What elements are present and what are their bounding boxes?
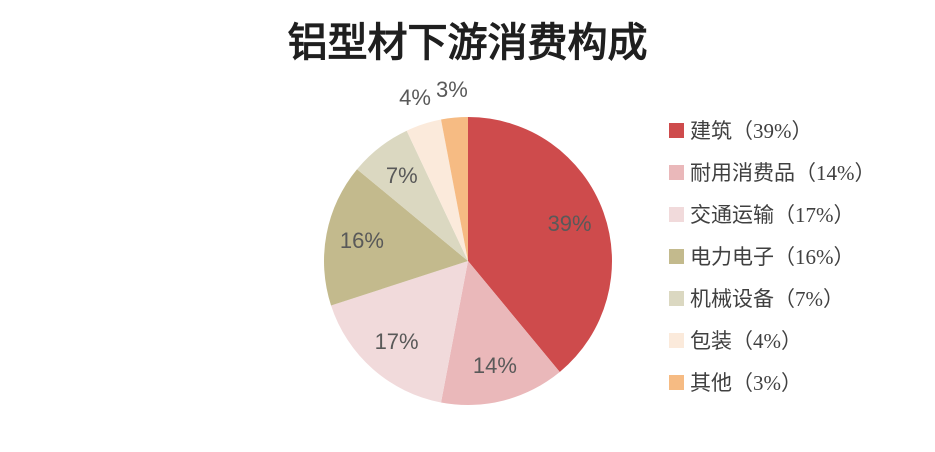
slice-label-包装: 4% xyxy=(399,84,431,110)
slice-label-机械设备: 7% xyxy=(385,162,418,188)
legend-swatch-icon xyxy=(669,290,684,306)
legend-swatch-icon xyxy=(669,206,684,222)
legend-swatch-icon xyxy=(669,122,684,138)
slice-label-交通运输: 17% xyxy=(374,329,419,354)
legend-label: 其他（3%） xyxy=(690,371,802,395)
chart-title: 铝型材下游消费构成 xyxy=(287,21,648,65)
legend-item-包装: 包装（4%） xyxy=(669,319,876,361)
pie-chart-area: 39% 14% 17% 16% 7% 4% 3% xyxy=(318,77,618,411)
legend-item-其他: 其他（3%） xyxy=(669,361,876,403)
legend-label: 包装（4%） xyxy=(690,329,802,353)
pie-slice-建筑 xyxy=(468,117,612,372)
legend-swatch-icon xyxy=(669,248,684,264)
legend-swatch-icon xyxy=(669,374,684,390)
pie-svg xyxy=(324,117,612,405)
legend-item-耐用消费品: 耐用消费品（14%） xyxy=(669,151,876,193)
legend-label: 机械设备（7%） xyxy=(690,287,844,311)
legend-label: 电力电子（16%） xyxy=(690,245,855,269)
pie-slice-机械设备 xyxy=(357,130,468,261)
legend-item-电力电子: 电力电子（16%） xyxy=(669,235,876,277)
slice-label-其他: 3% xyxy=(435,77,468,103)
pie-slice-包装 xyxy=(406,119,468,261)
legend-swatch-icon xyxy=(669,332,684,348)
legend: 建筑（39%） 耐用消费品（14%） 交通运输（17%） 电力电子（16%） 机械设备（… xyxy=(669,109,876,403)
slice-label-耐用消费品: 14% xyxy=(472,352,517,378)
legend-item-机械设备: 机械设备（7%） xyxy=(669,277,876,319)
legend-label: 交通运输（17%） xyxy=(690,203,855,227)
pie-slice-耐用消费品 xyxy=(441,261,560,405)
legend-swatch-icon xyxy=(669,164,684,180)
slice-label-电力电子: 16% xyxy=(339,227,384,253)
legend-label: 耐用消费品（14%） xyxy=(690,161,876,185)
pie-slice-其他 xyxy=(441,117,468,261)
pie-slice-交通运输 xyxy=(331,261,468,403)
pie-slice-电力电子 xyxy=(324,169,468,306)
legend-item-建筑: 建筑（39%） xyxy=(669,109,876,151)
legend-label: 建筑（39%） xyxy=(690,119,813,143)
slice-label-建筑: 39% xyxy=(547,211,592,237)
legend-item-交通运输: 交通运输（17%） xyxy=(669,193,876,235)
